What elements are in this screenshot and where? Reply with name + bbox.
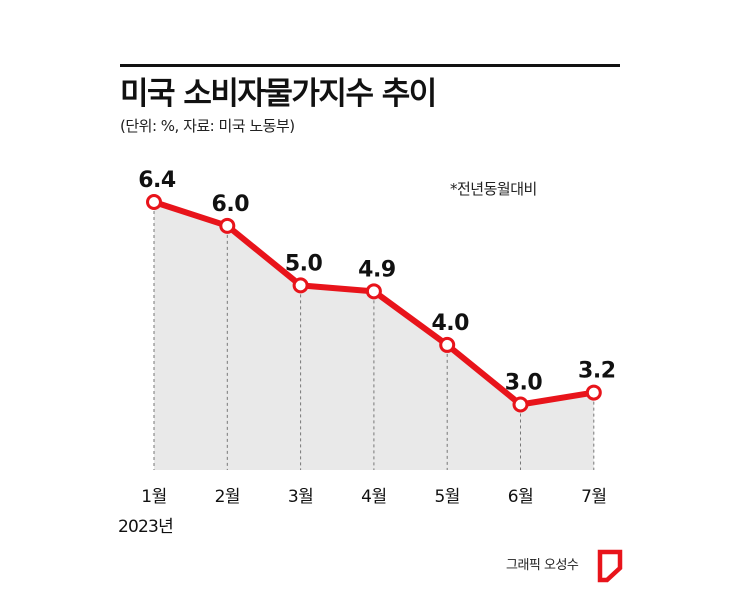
data-point-1 [146, 194, 162, 210]
guide-layer [153, 211, 595, 470]
value-label-3: 5.0 [285, 251, 323, 276]
value-label-2: 6.0 [212, 192, 250, 217]
area-layer [154, 202, 594, 470]
area-fill [154, 202, 594, 470]
x-tick-label-1: 1월 [141, 487, 166, 507]
x-tick-label-3: 3월 [288, 487, 313, 507]
title-rule [120, 64, 620, 67]
value-label-layer: 6.4 6.0 5.0 4.9 4.0 3.0 3.2 [138, 168, 616, 395]
publisher-logo-icon [597, 549, 623, 583]
value-label-7: 3.2 [578, 359, 615, 384]
chart-title: 미국 소비자물가지수 추이 [120, 76, 437, 112]
year-label: 2023년 [118, 517, 174, 537]
data-point-5 [439, 336, 456, 353]
value-label-4: 4.9 [358, 257, 395, 282]
x-tick-label-2: 2월 [215, 487, 240, 507]
graphic-credit: 그래픽 오성수 [506, 558, 579, 573]
x-tick-label-4: 4월 [361, 487, 386, 507]
value-label-1: 6.4 [138, 168, 176, 193]
x-tick-label-5: 5월 [434, 487, 459, 507]
value-label-5: 4.0 [431, 311, 469, 336]
data-point-3 [292, 277, 309, 294]
value-label-6: 3.0 [505, 370, 543, 395]
x-tick-label-6: 6월 [508, 487, 533, 507]
data-point-6 [512, 396, 529, 413]
chart-subtitle: (단위: %, 자료: 미국 노동부) [120, 117, 295, 135]
marker-layer [146, 194, 602, 413]
chart-note: *전년동월대비 [450, 180, 537, 198]
x-tick-label-7: 7월 [581, 487, 606, 507]
data-point-7 [585, 384, 602, 401]
data-point-2 [219, 217, 236, 234]
x-label-layer: 1월 2월 3월 4월 5월 6월 7월 [141, 487, 607, 507]
data-point-4 [365, 283, 382, 300]
